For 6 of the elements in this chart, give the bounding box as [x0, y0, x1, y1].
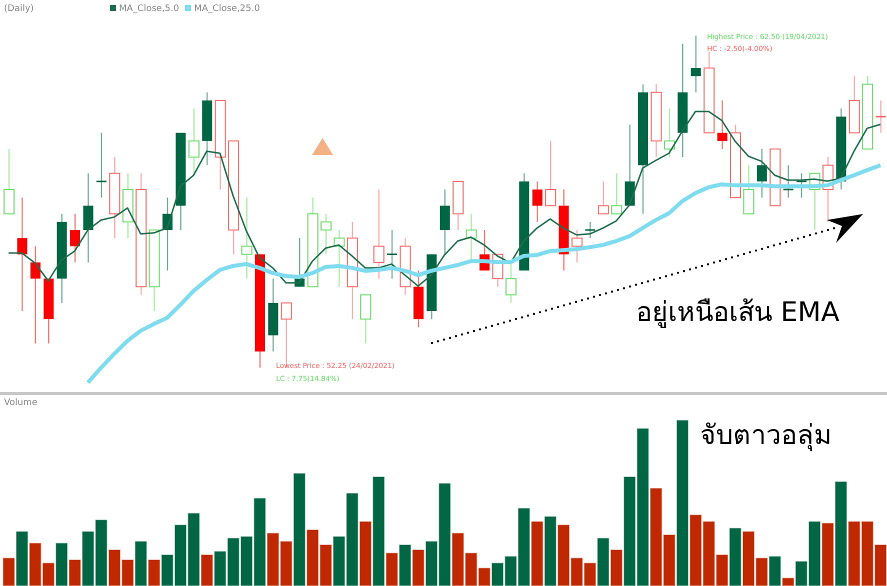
legend-label: MA_Close,25.0 — [193, 4, 260, 14]
text: (Daily) — [4, 4, 34, 14]
legend-label: MA_Close,5.0 — [118, 4, 180, 14]
annotation: จับตาวอลุ่ม — [700, 419, 832, 454]
annotation: อยู่เหนือเส้น EMA — [636, 296, 840, 330]
chart-title: Volume — [4, 398, 38, 408]
